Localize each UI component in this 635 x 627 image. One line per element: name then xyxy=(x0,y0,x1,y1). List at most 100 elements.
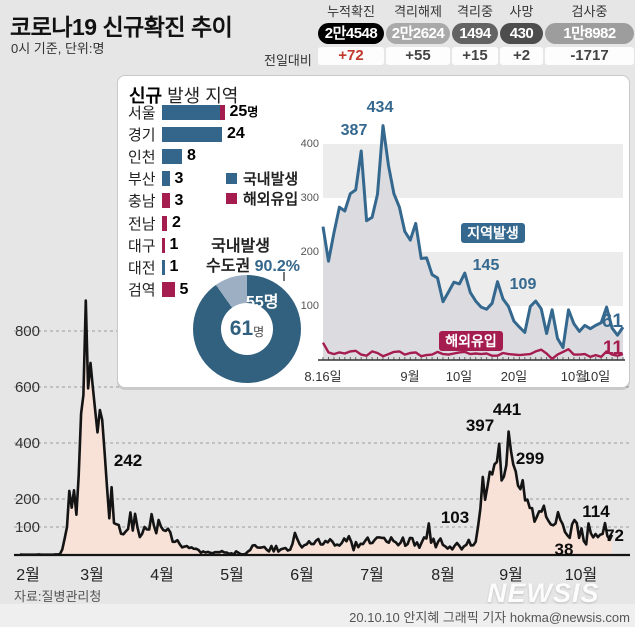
inset-label-387: 387 xyxy=(340,122,368,139)
bar-segment-imported xyxy=(162,193,170,209)
region-bar xyxy=(162,126,222,142)
donut-caption-line2: 수도권 90.2% xyxy=(206,258,300,275)
region-value: 8 xyxy=(187,147,196,165)
region-value: 3 xyxy=(174,191,184,209)
donut-caption-line1: 국내발생 xyxy=(211,238,270,255)
bar-segment-domestic xyxy=(162,148,182,164)
stat-label: 누적확진 xyxy=(327,4,375,19)
stat-badge: 2만4548 xyxy=(318,23,384,44)
delta-row-label: 전일대비 xyxy=(264,53,312,68)
inset-x-tick: 10일 xyxy=(583,369,611,384)
page-title: 코로나19 신규확진 추이 xyxy=(10,14,233,40)
bar-segment-imported xyxy=(219,104,225,120)
main-x-tick: 2월 xyxy=(16,567,40,584)
region-value: 24 xyxy=(227,125,245,143)
point-label-441: 441 xyxy=(492,400,522,419)
region-bar xyxy=(162,171,170,187)
region-row: 서울 25명 xyxy=(128,103,258,122)
bar-segment-imported xyxy=(162,282,175,298)
region-label: 전남 xyxy=(128,215,156,233)
bar-segment-domestic xyxy=(162,126,222,142)
bar-segment-domestic xyxy=(162,104,220,120)
newsis-logo: NEWSIS xyxy=(487,578,600,608)
stat-column: 격리해제 2만2624 +55 xyxy=(386,4,450,65)
region-bar xyxy=(162,237,165,253)
point-label-242: 242 xyxy=(113,451,143,470)
stat-label: 격리해제 xyxy=(394,4,442,19)
stat-label: 격리중 xyxy=(457,4,493,19)
inset-x-tick: 9월 xyxy=(400,369,420,384)
inset-label-434: 434 xyxy=(366,99,394,116)
inset-label-109: 109 xyxy=(509,276,537,293)
page-subtitle: 0시 기준, 단위:명 xyxy=(11,41,105,56)
region-value: 3 xyxy=(174,169,184,187)
region-value: 2 xyxy=(172,214,181,231)
region-row: 경기 24 xyxy=(128,125,245,144)
region-row: 부산 3 xyxy=(128,169,184,189)
stat-delta: -1717 xyxy=(545,47,634,65)
inset-x-tick: 20일 xyxy=(500,369,528,384)
stats-table: 누적확진 2만4548 +72 격리해제 2만2624 +55 격리중 1494… xyxy=(318,4,634,65)
region-value: 1 xyxy=(169,258,179,276)
inset-x-tick: 8.16일 xyxy=(304,369,342,384)
region-label: 부산 xyxy=(128,171,156,189)
inset-x-tick: 10일 xyxy=(445,369,473,384)
region-bar xyxy=(162,215,167,231)
stat-column: 누적확진 2만4548 +72 xyxy=(318,4,384,65)
inset-label-61: 61 xyxy=(601,311,623,332)
region-bar xyxy=(162,282,175,298)
main-x-tick: 9월 xyxy=(499,567,523,584)
region-label: 인천 xyxy=(128,148,156,166)
domestic-swatch-icon xyxy=(226,173,237,184)
region-value: 1 xyxy=(169,236,179,254)
stat-delta: +2 xyxy=(500,47,543,65)
stat-badge: 1만8982 xyxy=(545,23,634,44)
region-label: 검역 xyxy=(128,282,156,300)
main-x-tick: 4월 xyxy=(150,567,174,584)
inset-label-145: 145 xyxy=(472,257,500,274)
donut-percent: 90.2% xyxy=(254,258,300,275)
series-badge-imported: 해외유입 xyxy=(439,331,503,351)
donut-center-unit: 명 xyxy=(253,325,265,339)
donut-chart: 61 명 xyxy=(193,275,301,383)
main-y-tick: 100 xyxy=(14,519,40,536)
legend-item-domestic: 국내발생 xyxy=(226,168,298,189)
legend-label: 해외유입 xyxy=(243,191,299,208)
donut-slice-label: 55명 xyxy=(246,294,279,311)
main-x-tick: 3월 xyxy=(80,567,104,584)
stat-column: 격리중 1494 +15 xyxy=(452,4,498,65)
detail-panel: 신규 발생 지역 서울 25명 경기 24 인천 8 부산 3 충남 3 전남 2 대구 1 대전 1 검역 5 … xyxy=(117,75,630,388)
stat-delta: +15 xyxy=(452,47,498,65)
inset-chart-canvas xyxy=(318,124,625,361)
main-y-tick: 800 xyxy=(14,323,40,340)
inset-y-tick: 100 xyxy=(300,300,319,312)
region-label: 대전 xyxy=(128,259,156,277)
region-label: 충남 xyxy=(128,193,156,211)
donut-pointer-tick xyxy=(283,272,285,281)
region-row: 대구 1 xyxy=(128,236,179,255)
region-row: 검역 5 xyxy=(128,281,188,300)
donut-center-value: 61 xyxy=(229,317,254,340)
region-label: 서울 xyxy=(128,104,156,122)
region-label: 대구 xyxy=(128,237,156,255)
stat-delta: +72 xyxy=(318,47,384,65)
region-bar xyxy=(162,193,170,209)
stat-badge: 430 xyxy=(500,23,543,44)
point-label-72: 72 xyxy=(605,526,624,545)
region-bar xyxy=(162,148,182,164)
point-label-103: 103 xyxy=(440,508,470,527)
bar-segment-imported xyxy=(162,215,167,231)
region-row: 대전 1 xyxy=(128,258,179,277)
source-credit: 자료:질병관리청 xyxy=(14,589,102,604)
stat-delta: +55 xyxy=(386,47,450,65)
inset-y-tick: 400 xyxy=(300,138,319,150)
footer-strip xyxy=(0,604,635,627)
inset-y-tick: 200 xyxy=(300,246,319,258)
region-label: 경기 xyxy=(128,126,156,144)
inset-x-tick: 10월 xyxy=(560,369,588,384)
main-x-tick: 8월 xyxy=(431,567,455,584)
bar-segment-imported xyxy=(162,237,165,253)
main-x-tick: 7월 xyxy=(360,567,384,584)
